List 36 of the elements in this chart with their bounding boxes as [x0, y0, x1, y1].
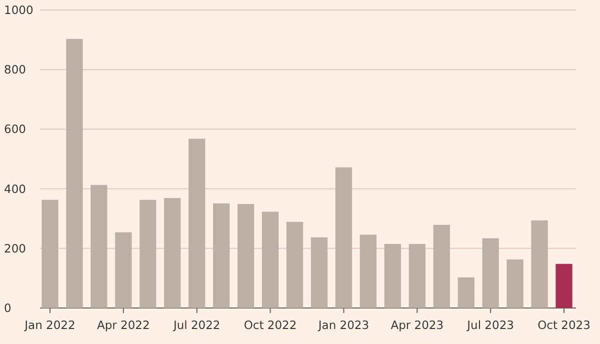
x-tick-label: Jul 2023 — [466, 318, 514, 332]
x-tick-label: Jan 2023 — [317, 318, 370, 332]
bar — [42, 200, 58, 308]
x-tick-label: Apr 2023 — [390, 318, 444, 332]
bar — [140, 200, 156, 308]
bar — [335, 167, 352, 308]
bar — [237, 204, 254, 308]
bar — [188, 138, 206, 308]
bar — [90, 184, 108, 308]
bar — [115, 232, 132, 308]
bar — [433, 224, 450, 308]
bar — [408, 244, 426, 308]
x-tick-label: Jul 2022 — [172, 318, 220, 332]
x-tick-label: Oct 2023 — [538, 318, 590, 332]
x-tick-label: Apr 2022 — [97, 318, 150, 332]
y-tick-label: 800 — [4, 62, 26, 77]
bar — [310, 237, 328, 308]
y-tick-label: 400 — [4, 182, 26, 196]
y-tick-label: 0 — [4, 301, 12, 315]
x-tick-label: Oct 2022 — [244, 318, 297, 332]
bar — [482, 238, 499, 308]
bar — [458, 277, 474, 308]
bar — [360, 234, 377, 308]
x-tick-label: Jan 2022 — [24, 318, 76, 332]
y-tick-label: 200 — [4, 241, 26, 256]
bar — [556, 264, 572, 308]
bar — [384, 244, 401, 308]
bar — [531, 220, 548, 308]
bar — [213, 203, 230, 308]
bar — [286, 222, 304, 308]
y-tick-label: 600 — [4, 122, 26, 136]
bar — [262, 212, 279, 308]
bar — [66, 38, 83, 308]
y-tick-label: 1000 — [4, 3, 34, 17]
bar — [506, 259, 524, 308]
bar — [164, 198, 181, 308]
